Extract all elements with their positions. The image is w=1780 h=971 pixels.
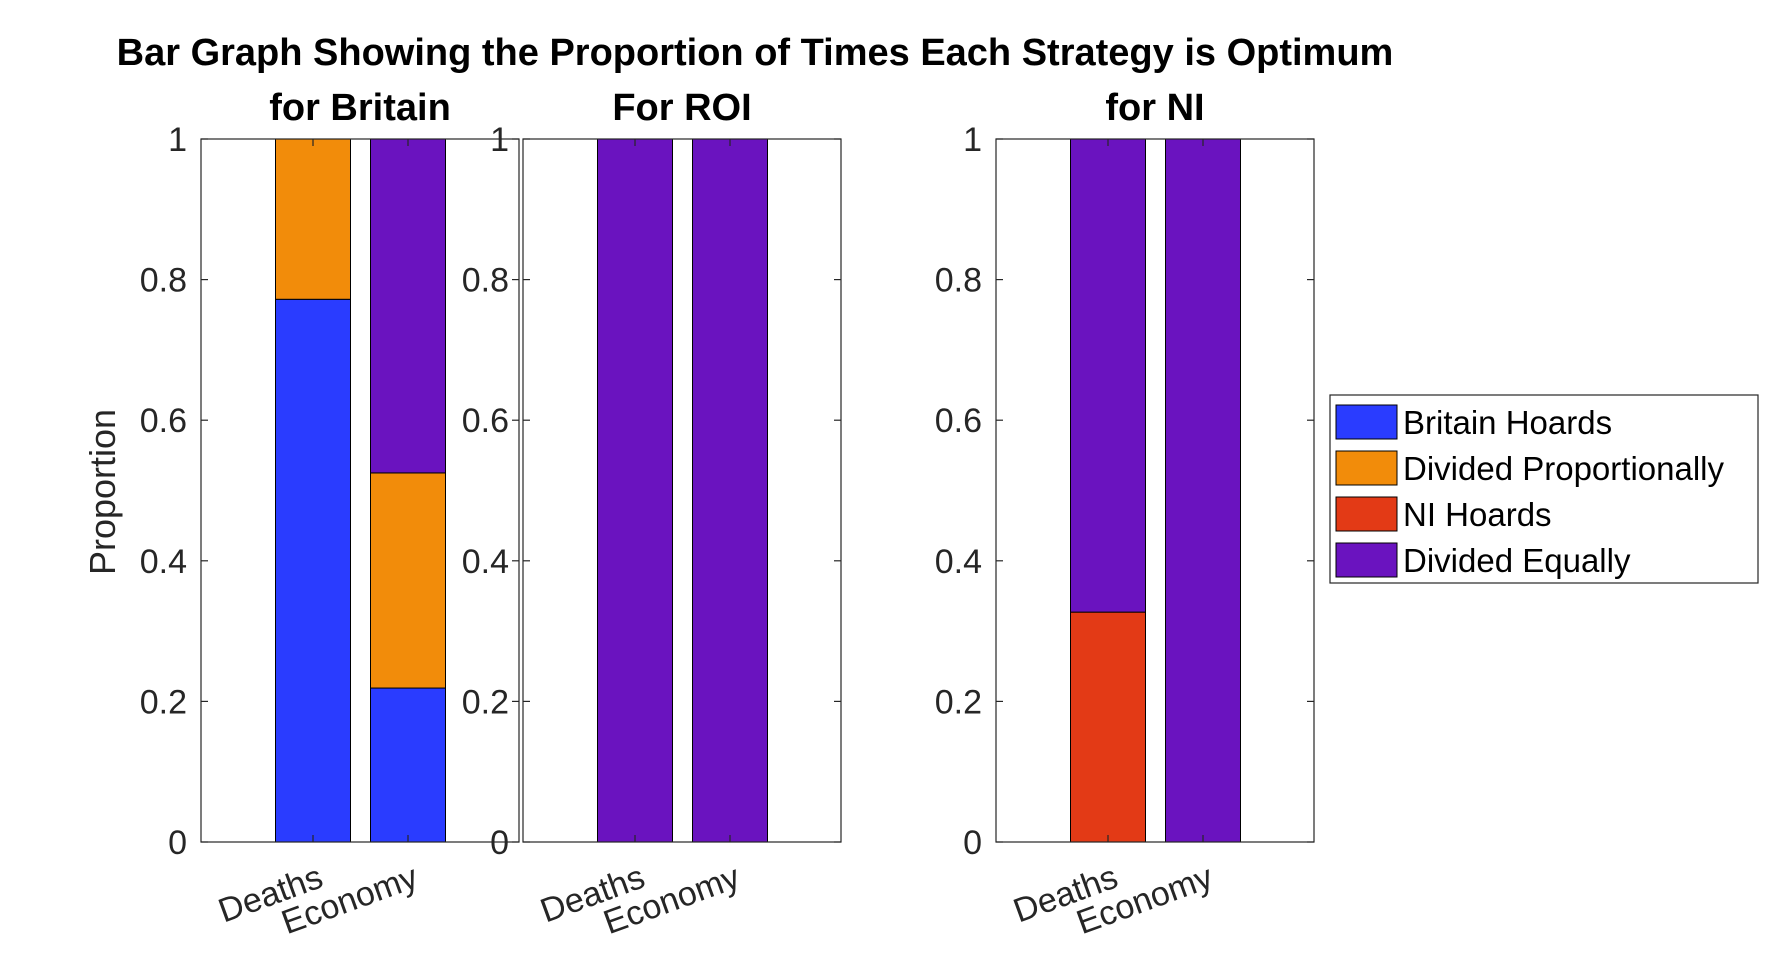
bar-segment-economy-divided-equally xyxy=(692,138,768,843)
bar-segment-deaths-divided-proportionally xyxy=(275,138,351,300)
y-tick-label: 1 xyxy=(168,121,187,159)
plot-area xyxy=(996,139,1314,842)
y-tick-label: 0.6 xyxy=(462,402,509,440)
panel-subtitle: For ROI xyxy=(612,87,751,129)
legend-entry-label: Divided Equally xyxy=(1403,542,1631,579)
y-tick-label: 0 xyxy=(963,824,982,862)
y-tick-label: 0.4 xyxy=(462,543,509,581)
plot-frame xyxy=(522,138,842,843)
y-axis-label: Proportion xyxy=(82,409,123,575)
plot-frame xyxy=(200,138,520,843)
plot-area xyxy=(523,139,841,842)
y-tick-label: 0.8 xyxy=(462,262,509,300)
y-tick-label: 0.2 xyxy=(462,683,509,721)
panel-subtitle: for NI xyxy=(1105,87,1204,129)
bar-segment-economy-divided-equally xyxy=(370,138,446,474)
y-tick-label: 0.4 xyxy=(140,543,187,581)
bar-segment-economy-britain-hoards xyxy=(370,687,446,843)
y-tick-label: 0 xyxy=(490,824,509,862)
legend-swatch xyxy=(1335,542,1398,578)
y-tick-label: 0.2 xyxy=(140,683,187,721)
legend-entry-label: Divided Proportionally xyxy=(1403,450,1724,487)
chart-title: Bar Graph Showing the Proportion of Time… xyxy=(117,32,1394,74)
legend-swatch xyxy=(1335,450,1398,486)
legend: Britain Hoards Divided Proportionally NI H… xyxy=(1329,394,1759,584)
plot-area xyxy=(201,139,519,842)
legend-entry-label: NI Hoards xyxy=(1403,496,1552,533)
legend-box xyxy=(1329,394,1759,584)
y-tick-label: 0 xyxy=(168,824,187,862)
y-tick-label: 0.4 xyxy=(935,543,982,581)
bar-segment-economy-divided-proportionally xyxy=(370,472,446,689)
legend-swatch xyxy=(1335,496,1398,532)
y-tick-label: 0.8 xyxy=(140,262,187,300)
bar-segment-deaths-britain-hoards xyxy=(275,298,351,843)
plot-frame xyxy=(995,138,1315,843)
y-tick-label: 0.8 xyxy=(935,262,982,300)
bar-segment-deaths-divided-equally xyxy=(597,138,673,843)
panel-subtitle: for Britain xyxy=(269,87,451,129)
bar-segment-deaths-ni-hoards xyxy=(1070,611,1146,843)
y-tick-label: 0.6 xyxy=(140,402,187,440)
y-tick-label: 1 xyxy=(963,121,982,159)
legend-swatch xyxy=(1335,404,1398,440)
y-tick-label: 0.6 xyxy=(935,402,982,440)
legend-entry-label: Britain Hoards xyxy=(1403,404,1612,441)
bar-segment-economy-divided-equally xyxy=(1165,138,1241,843)
y-tick-label: 0.2 xyxy=(935,683,982,721)
bar-segment-deaths-divided-equally xyxy=(1070,138,1146,613)
y-tick-label: 1 xyxy=(490,121,509,159)
